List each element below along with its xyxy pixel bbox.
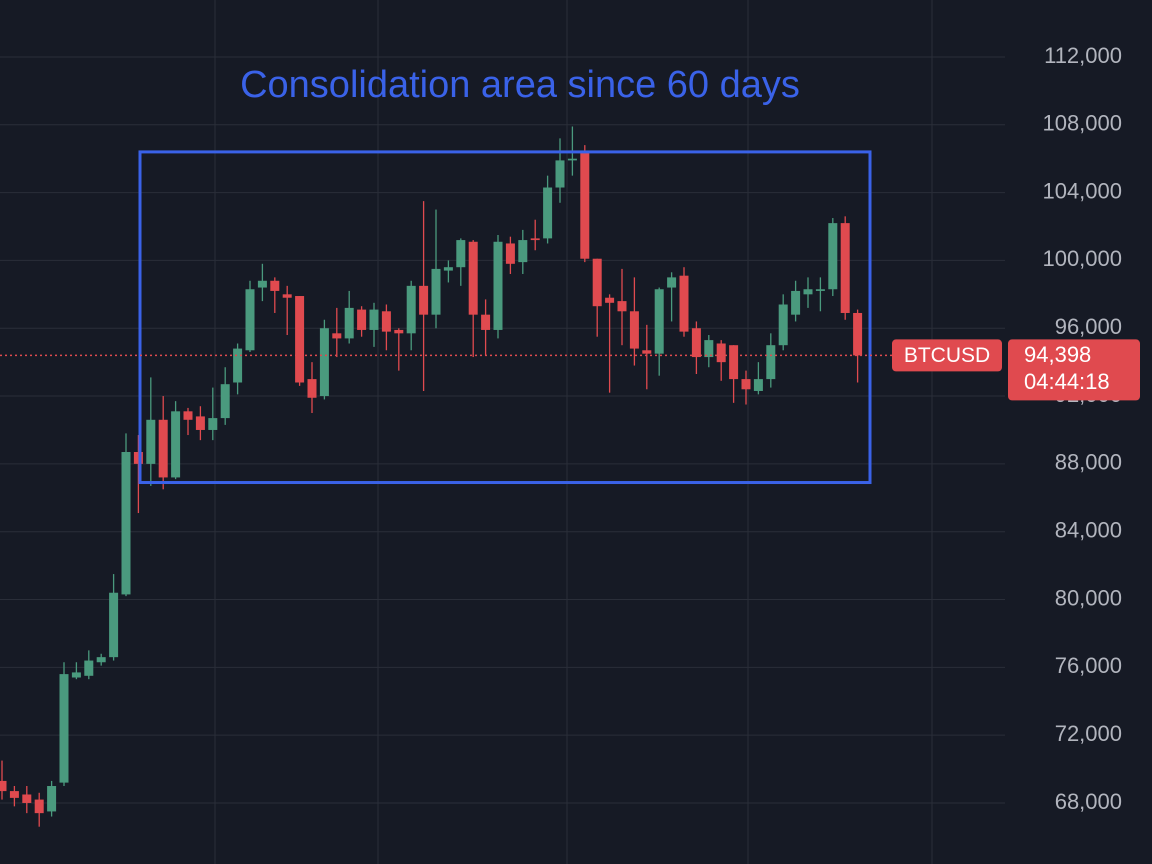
candle-body xyxy=(183,411,193,420)
candle-body xyxy=(381,311,391,332)
candle-body xyxy=(456,240,466,268)
candle-body xyxy=(580,151,590,259)
candle-body xyxy=(555,160,565,188)
candle-body xyxy=(96,657,106,663)
candle-body xyxy=(369,309,379,330)
candle-body xyxy=(47,786,57,812)
y-tick-label: 88,000 xyxy=(1055,450,1122,475)
y-tick-label: 84,000 xyxy=(1055,518,1122,543)
candle-body xyxy=(208,418,218,430)
candle-body xyxy=(357,309,367,330)
candle-body xyxy=(121,452,131,595)
candle-body xyxy=(468,241,478,315)
candle-body xyxy=(505,243,515,264)
candle-body xyxy=(282,294,292,298)
y-tick-label: 108,000 xyxy=(1042,111,1122,136)
candle-body xyxy=(431,268,441,315)
candle-body xyxy=(518,240,528,263)
candle-body xyxy=(245,289,255,351)
y-tick-label: 76,000 xyxy=(1055,653,1122,678)
candle-body xyxy=(617,301,627,312)
candle-body xyxy=(828,223,838,290)
candle-body xyxy=(9,791,19,798)
candle-body xyxy=(233,348,243,383)
symbol-tag xyxy=(892,339,1002,372)
candle-body xyxy=(530,238,540,241)
y-tick-label: 80,000 xyxy=(1055,585,1122,610)
candle-body xyxy=(146,419,156,464)
price-grid: 68,00072,00076,00080,00084,00088,00092,0… xyxy=(0,43,1122,814)
candle-body xyxy=(493,241,503,330)
candle-body xyxy=(84,660,94,676)
candle-body xyxy=(679,275,689,332)
annotation-text: Consolidation area since 60 days xyxy=(240,64,800,106)
price-tag xyxy=(1008,339,1140,401)
candle-body xyxy=(716,343,726,363)
time-grid xyxy=(214,0,933,864)
candle-body xyxy=(34,799,44,814)
candle-body xyxy=(22,794,32,803)
y-tick-label: 68,000 xyxy=(1055,789,1122,814)
candle-body xyxy=(778,304,788,346)
candle-body xyxy=(295,296,305,383)
y-tick-label: 72,000 xyxy=(1055,721,1122,746)
candle-body xyxy=(158,419,168,478)
candle-body xyxy=(704,340,714,358)
annotation-box xyxy=(138,150,872,485)
candle-body xyxy=(419,285,429,315)
candle-body xyxy=(481,314,491,330)
y-tick-label: 100,000 xyxy=(1042,246,1122,271)
candle-body xyxy=(567,158,577,161)
candle-body xyxy=(729,345,739,380)
candle-body xyxy=(654,289,664,354)
candle-body xyxy=(307,379,317,398)
last-price-label: 94,398 xyxy=(1024,342,1091,367)
countdown-label: 04:44:18 xyxy=(1024,369,1110,394)
candle-body xyxy=(171,411,181,478)
candle-body xyxy=(59,674,69,783)
candle-body xyxy=(406,285,416,334)
candle-body xyxy=(394,329,404,334)
candle-body xyxy=(109,592,119,658)
y-tick-label: 112,000 xyxy=(1044,43,1122,68)
candles xyxy=(0,126,863,827)
candle-body xyxy=(642,350,652,354)
candle-body xyxy=(344,307,354,339)
candle-body xyxy=(543,187,553,239)
candle-body xyxy=(332,333,342,339)
candle-body xyxy=(220,384,230,419)
candle-body xyxy=(0,780,7,792)
candle-body xyxy=(667,277,677,288)
candle-body xyxy=(592,258,602,307)
candle-body xyxy=(741,379,751,390)
candle-body xyxy=(803,289,813,295)
candle-body xyxy=(815,289,825,291)
candle-body xyxy=(257,280,267,288)
candle-body xyxy=(791,290,801,315)
symbol-label: BTCUSD xyxy=(904,344,990,367)
candle-body xyxy=(195,416,205,430)
candle-body xyxy=(71,672,81,678)
y-tick-label: 96,000 xyxy=(1055,314,1122,339)
candle-body xyxy=(840,223,850,313)
candle-body xyxy=(319,328,329,397)
candle-body xyxy=(691,328,701,358)
candle-body xyxy=(753,379,763,391)
candle-body xyxy=(133,452,143,464)
candle-body xyxy=(270,280,280,291)
overlay: Consolidation area since 60 days BTCUSD 94… xyxy=(0,64,1140,485)
candle-body xyxy=(766,345,776,380)
candle-body xyxy=(443,267,453,271)
candle-body xyxy=(605,297,615,303)
y-tick-label: 104,000 xyxy=(1042,178,1122,203)
candle-body xyxy=(853,312,863,356)
candle-body xyxy=(629,311,639,349)
